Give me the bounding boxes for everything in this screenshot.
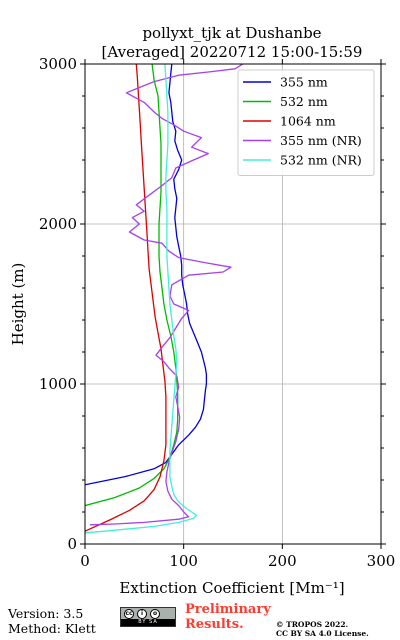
cc-license-badge: cc i o BY SA bbox=[120, 607, 176, 627]
copyright-line-1: © TROPOS 2022. bbox=[276, 620, 349, 629]
y-axis-label: Height (m) bbox=[9, 263, 27, 346]
footer-info: Version: 3.5 Method: Klett bbox=[8, 606, 96, 636]
chart-title: pollyxt_tjk at Dushanbe bbox=[142, 24, 321, 42]
copyright-line-2: CC BY SA 4.0 License. bbox=[276, 629, 369, 638]
preliminary-notice: Preliminary Results. bbox=[185, 602, 271, 632]
method-label: Method: Klett bbox=[8, 621, 96, 636]
legend-entry: 355 nm (NR) bbox=[280, 133, 362, 148]
preliminary-line-2: Results. bbox=[185, 617, 244, 632]
legend-box bbox=[237, 69, 375, 176]
series-line-355-nm-nr bbox=[89, 64, 244, 526]
version-label: Version: 3.5 bbox=[8, 606, 84, 621]
data-series bbox=[85, 64, 244, 534]
series-line-1064-nm bbox=[85, 64, 167, 532]
cc-badge-label: BY SA bbox=[121, 619, 175, 626]
x-tick-label: 200 bbox=[268, 552, 297, 570]
x-tick-label: 100 bbox=[169, 552, 198, 570]
chart-legend: 355 nm 532 nm 1064 nm 355 nm (NR) 532 nm (NR… bbox=[237, 69, 375, 176]
chart-subtitle: [Averaged] 20220712 15:00-15:59 bbox=[102, 43, 363, 61]
x-axis-label: Extinction Coefficient [Mm⁻¹] bbox=[119, 579, 344, 597]
y-tick-label: 2000 bbox=[39, 215, 77, 233]
copyright-notice: © TROPOS 2022. CC BY SA 4.0 License. bbox=[276, 620, 369, 638]
cc-icon: cc bbox=[124, 609, 134, 619]
series-line-532-nm bbox=[85, 64, 179, 507]
series-line-355-nm bbox=[85, 64, 208, 486]
x-tick-label: 0 bbox=[80, 552, 90, 570]
y-tick-label: 0 bbox=[67, 535, 77, 553]
legend-entry: 532 nm (NR) bbox=[280, 153, 362, 168]
plot-frame bbox=[84, 63, 382, 545]
series-line-532-nm-nr bbox=[85, 64, 198, 534]
y-tick-label: 1000 bbox=[39, 375, 77, 393]
x-tick-label: 300 bbox=[367, 552, 396, 570]
y-tick-label: 3000 bbox=[39, 55, 77, 73]
preliminary-line-1: Preliminary bbox=[185, 602, 271, 617]
legend-entry: 532 nm bbox=[280, 94, 328, 109]
attribution-icon: i bbox=[137, 609, 147, 619]
extinction-profile-chart: pollyxt_tjk at Dushanbe [Averaged] 20220… bbox=[9, 24, 396, 597]
legend-entry: 1064 nm bbox=[280, 114, 336, 129]
share-alike-icon: o bbox=[150, 609, 160, 619]
legend-entry: 355 nm bbox=[280, 75, 328, 90]
